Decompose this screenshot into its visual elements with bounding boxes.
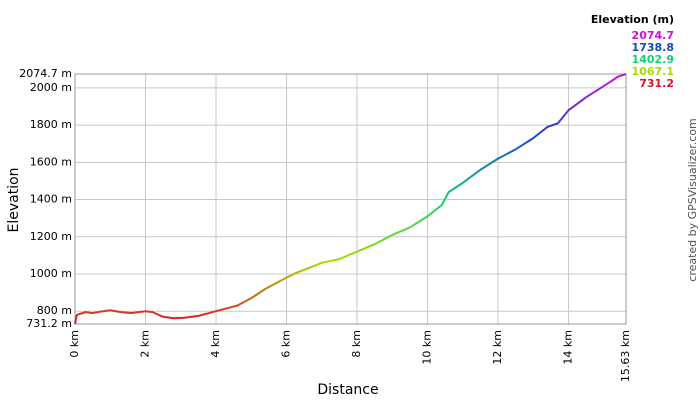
colorbar-label: 2074.7 <box>632 29 674 42</box>
colorbar-label: 1067.1 <box>632 65 674 78</box>
x-tick-label: 12 km <box>491 330 504 365</box>
y-tick-label: 1000 m <box>30 267 72 280</box>
y-tick-label: 2000 m <box>30 81 72 94</box>
x-tick-label: 2 km <box>139 330 152 358</box>
y-tick-label: 1600 m <box>30 155 72 168</box>
credit: created by GPSVisualizer.com <box>686 118 699 281</box>
x-tick-label: 15.63 km <box>619 330 632 382</box>
colorbar-label: 1738.8 <box>632 41 674 54</box>
y-tick-label: 1800 m <box>30 118 72 131</box>
x-tick-label: 4 km <box>209 330 222 358</box>
x-tick-label: 8 km <box>350 330 363 358</box>
x-tick-label: 6 km <box>280 330 293 358</box>
y-tick-label: 2074.7 m <box>19 67 72 80</box>
x-tick-label: 0 km <box>68 330 81 358</box>
colorbar-label: 731.2 <box>639 77 674 90</box>
x-tick-label: 10 km <box>421 330 434 365</box>
plot-border <box>74 73 627 325</box>
y-axis-label: Elevation <box>6 167 22 232</box>
colorbar-title: Elevation (m) <box>591 13 674 26</box>
y-tick-label: 731.2 m <box>26 317 72 330</box>
y-tick-label: 800 m <box>37 304 72 317</box>
x-axis-label: Distance <box>317 382 378 398</box>
colorbar-label: 1402.9 <box>632 53 674 66</box>
y-tick-label: 1200 m <box>30 230 72 243</box>
elevation-line <box>74 73 627 325</box>
y-tick-label: 1400 m <box>30 193 72 206</box>
x-tick-label: 14 km <box>562 330 575 365</box>
